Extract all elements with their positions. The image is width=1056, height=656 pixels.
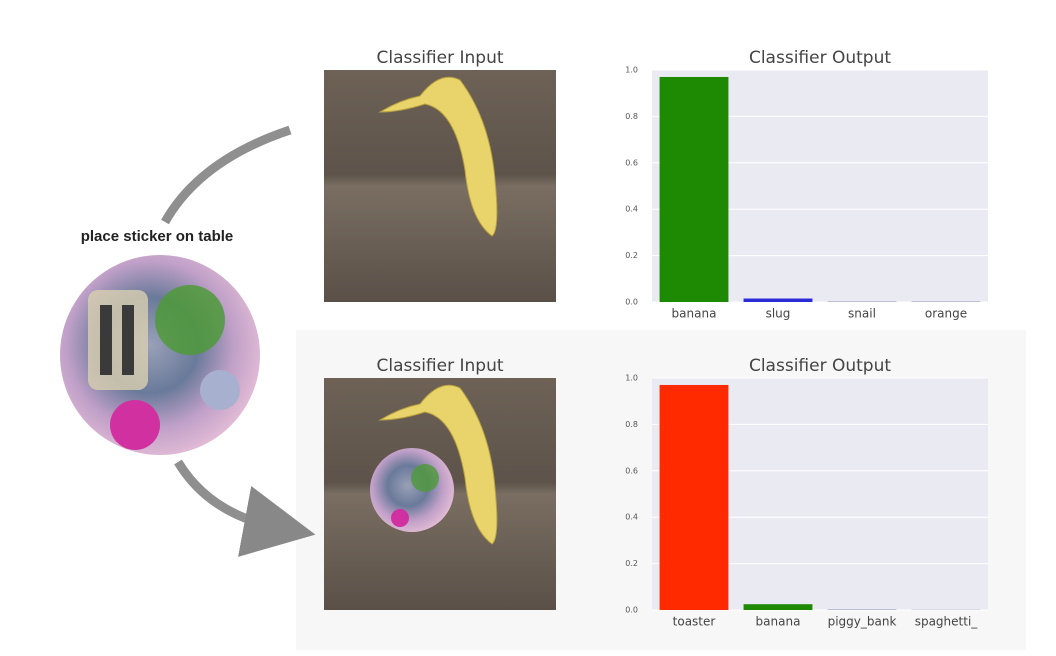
y-tick-label: 0.4: [625, 205, 638, 214]
input-title: Classifier Input: [376, 356, 503, 376]
arrow: [174, 459, 316, 557]
bar: [743, 298, 813, 302]
x-tick-label: banana: [672, 307, 717, 321]
input-title: Classifier Input: [376, 48, 503, 68]
y-tick-label: 1.0: [625, 66, 638, 75]
y-tick-label: 0.4: [625, 513, 638, 522]
bar: [659, 384, 729, 610]
y-tick-label: 0.0: [625, 298, 638, 307]
y-tick-label: 0.0: [625, 606, 638, 615]
x-tick-label: piggy_bank: [828, 615, 897, 629]
y-tick-label: 0.6: [625, 466, 638, 475]
x-tick-label: orange: [925, 307, 967, 321]
chart-title: Classifier Output: [749, 48, 891, 68]
chart-title: Classifier Output: [749, 356, 891, 376]
x-tick-label: slug: [766, 307, 791, 321]
input-image: [324, 378, 556, 610]
x-tick-label: snail: [848, 307, 876, 321]
y-tick-label: 0.6: [625, 158, 638, 167]
y-tick-label: 1.0: [625, 374, 638, 383]
y-tick-label: 0.2: [625, 251, 638, 260]
annotation: place sticker on table: [81, 228, 234, 245]
x-tick-label: banana: [756, 615, 801, 629]
sticker: [60, 255, 260, 455]
y-tick-label: 0.2: [625, 559, 638, 568]
x-tick-label: spaghetti_: [915, 615, 979, 629]
y-tick-label: 0.8: [625, 420, 638, 429]
bar: [659, 76, 729, 303]
input-image: [324, 70, 556, 302]
arrow: [161, 125, 292, 225]
x-tick-label: toaster: [673, 615, 716, 629]
bar: [743, 604, 813, 610]
y-tick-label: 0.8: [625, 112, 638, 121]
